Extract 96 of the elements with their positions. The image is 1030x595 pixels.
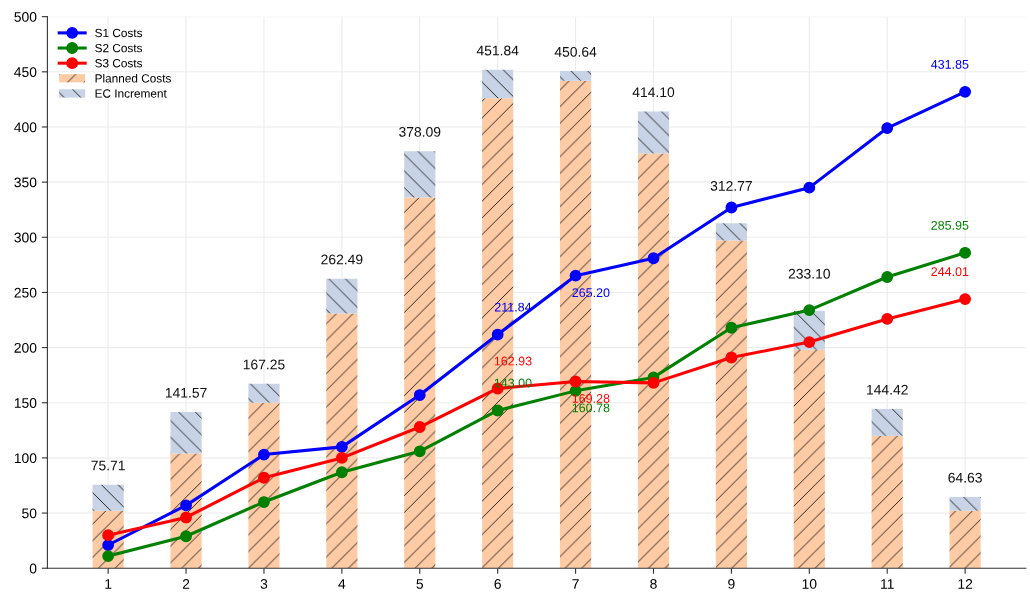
bar bbox=[715, 223, 747, 241]
total-label: 144.42 bbox=[867, 384, 908, 395]
x-tick-label: 12 bbox=[958, 579, 973, 589]
point bbox=[881, 122, 894, 134]
point bbox=[959, 246, 972, 259]
total-label: 451.84 bbox=[476, 45, 519, 56]
x-tick-label: 9 bbox=[728, 579, 735, 589]
point bbox=[725, 351, 738, 364]
point bbox=[258, 448, 270, 461]
point bbox=[725, 321, 738, 334]
bar bbox=[871, 435, 903, 569]
bar bbox=[949, 496, 981, 511]
bar bbox=[637, 111, 670, 154]
point bbox=[569, 375, 582, 388]
y-tick-label: 200 bbox=[14, 342, 37, 353]
point bbox=[881, 313, 894, 325]
point bbox=[180, 530, 192, 543]
x-tick-label: 5 bbox=[416, 579, 424, 589]
x-tick-label: 7 bbox=[572, 579, 579, 589]
bar bbox=[949, 510, 981, 569]
total-label: 312.77 bbox=[710, 180, 752, 191]
x-tick-label: 3 bbox=[260, 579, 268, 589]
total-label: 141.57 bbox=[165, 388, 207, 398]
x-tick-label: 8 bbox=[650, 579, 657, 589]
bar bbox=[715, 240, 747, 569]
point bbox=[881, 271, 894, 283]
y-tick-label: 150 bbox=[14, 398, 37, 408]
point bbox=[258, 471, 270, 484]
point bbox=[491, 404, 504, 417]
bar bbox=[404, 151, 436, 198]
bar bbox=[326, 278, 358, 314]
point bbox=[102, 529, 115, 542]
bar bbox=[793, 349, 825, 569]
legend-label: S3 Costs bbox=[95, 59, 143, 68]
point bbox=[803, 304, 816, 316]
legend-label: Planned Costs bbox=[95, 73, 171, 83]
point bbox=[413, 421, 426, 433]
y-tick-label: 50 bbox=[22, 508, 37, 519]
bar bbox=[560, 71, 592, 81]
point bbox=[258, 496, 270, 508]
bar bbox=[482, 69, 514, 99]
point bbox=[335, 440, 348, 453]
y-tick-label: 250 bbox=[14, 287, 37, 298]
point bbox=[959, 293, 972, 305]
point bbox=[413, 445, 426, 458]
x-tick-label: 4 bbox=[338, 579, 346, 589]
x-tick-label: 11 bbox=[881, 579, 894, 589]
point bbox=[569, 269, 582, 282]
point bbox=[647, 376, 660, 389]
point bbox=[959, 85, 972, 98]
bar bbox=[871, 408, 903, 436]
data-label: 431.85 bbox=[931, 59, 969, 69]
data-label: 265.20 bbox=[572, 288, 610, 298]
point bbox=[180, 499, 192, 512]
bar bbox=[248, 383, 280, 403]
total-label: 64.63 bbox=[948, 472, 982, 483]
x-tick-label: 6 bbox=[494, 579, 501, 589]
point bbox=[335, 466, 348, 479]
point bbox=[335, 452, 348, 464]
data-label: 285.95 bbox=[931, 220, 969, 230]
x-tick-label: 2 bbox=[182, 579, 190, 589]
total-label: 167.25 bbox=[243, 359, 285, 370]
y-tick-label: 100 bbox=[14, 453, 37, 464]
point bbox=[102, 550, 115, 562]
data-label: 162.93 bbox=[494, 356, 532, 366]
total-label: 414.10 bbox=[632, 87, 675, 98]
y-tick-label: 350 bbox=[14, 177, 37, 188]
total-label: 378.09 bbox=[399, 126, 441, 137]
x-tick-label: 10 bbox=[802, 579, 817, 589]
point bbox=[725, 201, 738, 214]
point bbox=[491, 328, 504, 341]
total-label: 75.71 bbox=[91, 460, 125, 471]
point bbox=[180, 511, 192, 524]
point bbox=[413, 389, 426, 401]
bar bbox=[404, 197, 436, 569]
total-label: 450.64 bbox=[554, 46, 597, 57]
data-label: 244.01 bbox=[931, 267, 969, 277]
bar bbox=[92, 484, 124, 511]
total-label: 233.10 bbox=[788, 268, 830, 279]
total-label: 262.49 bbox=[321, 254, 363, 265]
legend-label: EC Increment bbox=[95, 89, 167, 98]
data-label: 160.78 bbox=[572, 403, 610, 413]
y-tick-label: 450 bbox=[14, 67, 37, 77]
y-tick-label: 500 bbox=[14, 11, 37, 22]
legend-label: S1 Costs bbox=[95, 28, 143, 38]
point bbox=[803, 181, 816, 194]
point bbox=[647, 252, 660, 265]
y-tick-label: 0 bbox=[29, 563, 37, 574]
bar bbox=[637, 153, 670, 569]
y-tick-label: 300 bbox=[14, 232, 37, 243]
bar bbox=[170, 412, 202, 454]
bar bbox=[326, 313, 358, 569]
legend-label: S2 Costs bbox=[95, 43, 143, 53]
x-tick-label: 1 bbox=[105, 579, 112, 589]
y-tick-label: 400 bbox=[14, 122, 37, 133]
point bbox=[803, 336, 816, 348]
